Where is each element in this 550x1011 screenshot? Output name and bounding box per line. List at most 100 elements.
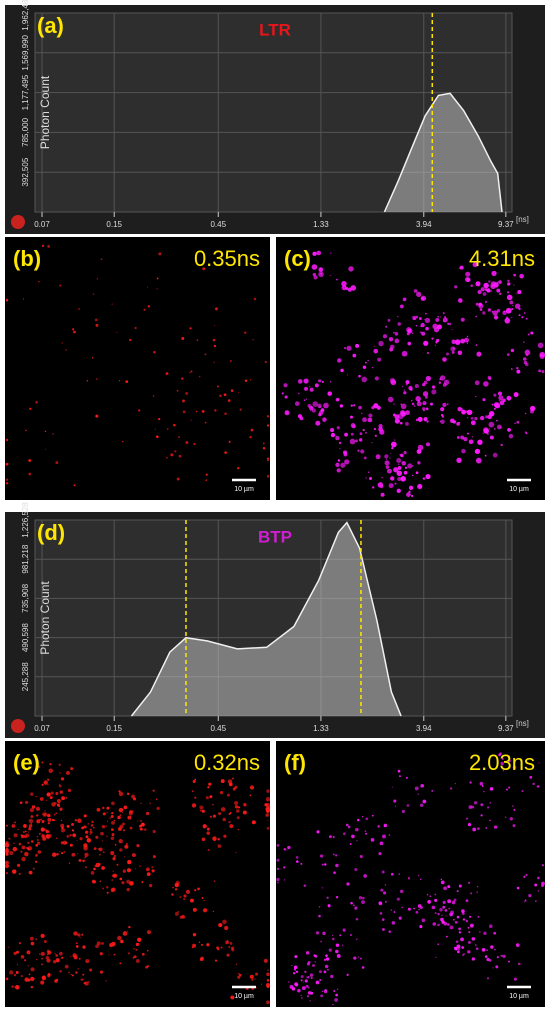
signal-dot	[44, 829, 48, 832]
signal-dot	[468, 805, 473, 809]
signal-dot	[192, 779, 196, 784]
scale-bar-label: 10 µm	[234, 486, 254, 493]
signal-dot	[120, 939, 124, 944]
signal-dot	[91, 820, 94, 824]
signal-dot	[101, 825, 106, 829]
signal-dot	[506, 395, 512, 401]
signal-dot	[78, 859, 82, 862]
signal-dot	[312, 251, 317, 256]
signal-dot	[492, 452, 498, 458]
signal-dot	[27, 841, 30, 845]
signal-dot	[135, 868, 137, 870]
signal-dot	[213, 838, 216, 842]
signal-dot	[377, 482, 384, 488]
signal-dot	[453, 946, 458, 951]
signal-dot	[429, 895, 432, 898]
signal-dot	[291, 964, 293, 967]
signal-dot	[266, 983, 270, 987]
signal-dot	[58, 784, 61, 786]
signal-dot	[477, 915, 480, 918]
signal-dot	[350, 901, 353, 905]
signal-dot	[485, 827, 488, 829]
signal-dot	[156, 277, 159, 280]
signal-dot	[330, 432, 336, 438]
signal-dot	[353, 956, 357, 960]
signal-dot	[500, 761, 504, 766]
signal-dot	[457, 350, 463, 356]
signal-dot	[467, 822, 472, 827]
line	[383, 92, 503, 213]
signal-dot	[489, 435, 494, 440]
signal-dot	[356, 938, 358, 940]
signal-dot	[399, 304, 404, 309]
signal-dot	[113, 819, 116, 822]
signal-dot	[379, 912, 383, 915]
signal-dot	[480, 803, 484, 807]
signal-dot	[397, 466, 402, 470]
signal-dot	[389, 457, 391, 459]
signal-dot	[451, 328, 453, 330]
signal-dot	[318, 914, 321, 918]
signal-dot	[141, 881, 144, 884]
signal-dot	[267, 803, 269, 805]
signal-dot	[232, 787, 236, 791]
signal-dot	[94, 318, 98, 322]
signal-dot	[382, 928, 385, 931]
signal-dot	[226, 940, 229, 942]
signal-dot	[185, 441, 189, 444]
signal-dot	[73, 931, 78, 936]
signal-dot	[330, 252, 332, 254]
signal-dot	[253, 297, 257, 301]
signal-dot	[295, 970, 299, 974]
signal-dot	[349, 843, 352, 845]
signal-dot	[396, 488, 401, 494]
signal-dot	[249, 379, 252, 381]
signal-dot	[469, 915, 472, 918]
signal-dot	[237, 467, 240, 470]
signal-dot	[305, 951, 310, 955]
signal-dot	[489, 263, 492, 266]
signal-dot	[496, 956, 499, 959]
signal-dot	[332, 1003, 334, 1006]
chart-title: BTP	[258, 527, 292, 546]
signal-dot	[491, 310, 494, 313]
signal-dot	[123, 856, 126, 858]
signal-dot	[440, 917, 444, 922]
signal-dot	[212, 338, 216, 342]
signal-dot	[127, 815, 132, 820]
signal-dot	[456, 457, 462, 463]
signal-dot	[69, 956, 71, 958]
signal-dot	[361, 412, 363, 415]
signal-dot	[173, 423, 176, 427]
signal-dot	[316, 830, 320, 834]
signal-dot	[118, 839, 123, 844]
signal-dot	[125, 843, 128, 846]
signal-dot	[119, 814, 122, 817]
signal-dot	[284, 395, 288, 399]
cell-signal	[5, 244, 270, 487]
signal-dot	[336, 426, 340, 430]
signal-dot	[16, 950, 19, 954]
signal-dot	[443, 320, 445, 323]
signal-dot	[123, 805, 128, 810]
signal-dot	[498, 280, 502, 284]
signal-dot	[463, 953, 465, 955]
signal-dot	[4, 842, 10, 848]
signal-dot	[95, 323, 99, 327]
signal-dot	[361, 900, 365, 905]
signal-dot	[225, 940, 229, 945]
signal-dot	[341, 944, 344, 946]
signal-dot	[465, 817, 469, 820]
signal-dot	[493, 931, 497, 935]
signal-dot	[415, 396, 421, 402]
signal-dot	[299, 416, 304, 421]
signal-dot	[15, 971, 19, 974]
signal-dot	[383, 824, 387, 828]
signal-dot	[454, 339, 461, 345]
signal-dot	[507, 279, 510, 283]
signal-dot	[315, 980, 320, 985]
signal-dot	[126, 868, 132, 873]
signal-dot	[336, 988, 339, 991]
signal-dot	[537, 890, 540, 892]
signal-dot	[310, 410, 312, 412]
